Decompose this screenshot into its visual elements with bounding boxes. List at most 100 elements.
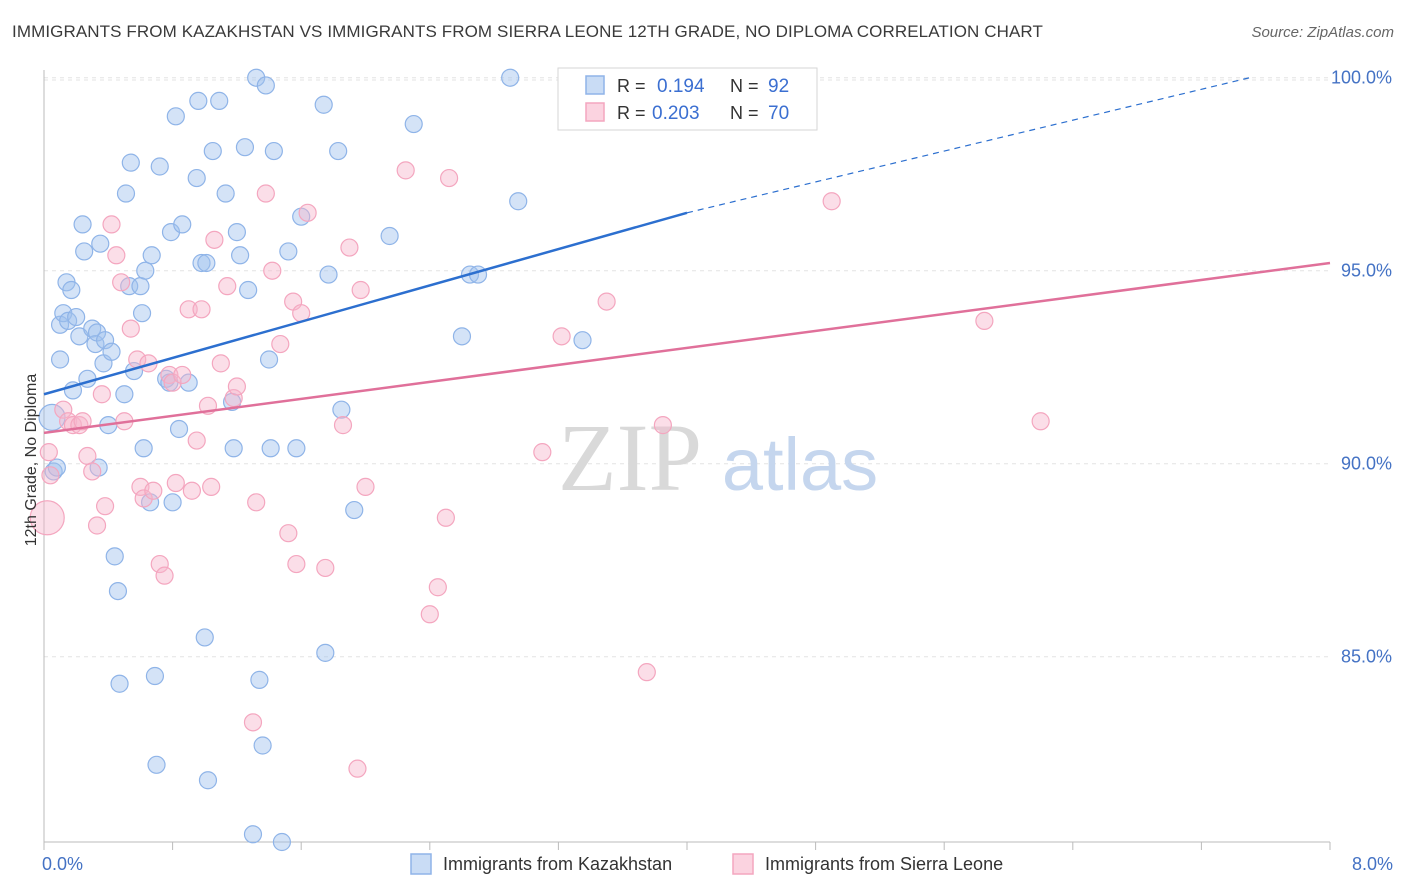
point-sierra-leone-0	[29, 500, 65, 536]
point-sierra-leone-8	[78, 446, 97, 466]
point-kazakhstan-66	[250, 670, 269, 689]
data-points	[29, 68, 1050, 852]
point-kazakhstan-38	[145, 666, 165, 686]
point-sierra-leone-28	[173, 365, 192, 385]
point-kazakhstan-56	[210, 91, 229, 110]
point-kazakhstan-74	[287, 439, 306, 458]
point-sierra-leone-55	[356, 477, 375, 496]
bottom-legend: Immigrants from Kazakhstan Immigrants fr…	[410, 853, 1003, 875]
point-sierra-leone-52	[340, 238, 359, 257]
point-kazakhstan-52	[195, 628, 214, 647]
point-sierra-leone-22	[144, 481, 163, 500]
point-sierra-leone-31	[187, 431, 206, 450]
point-sierra-leone-47	[287, 554, 306, 574]
legend-r-label-1: R =	[617, 76, 646, 96]
point-sierra-leone-29	[179, 300, 198, 319]
point-kazakhstan-68	[256, 76, 275, 95]
point-kazakhstan-8	[62, 280, 81, 300]
point-kazakhstan-88	[509, 192, 528, 211]
x-tick-label-0: 0.0%	[42, 854, 83, 874]
point-kazakhstan-61	[231, 246, 250, 265]
trend-line-sierra-leone	[43, 261, 1331, 435]
point-sierra-leone-54	[351, 280, 370, 300]
point-kazakhstan-78	[319, 265, 338, 284]
point-kazakhstan-10	[67, 307, 86, 327]
point-kazakhstan-79	[329, 141, 348, 161]
point-kazakhstan-55	[203, 141, 222, 161]
point-kazakhstan-12	[73, 215, 92, 234]
point-kazakhstan-40	[150, 157, 169, 176]
point-sierra-leone-17	[121, 319, 140, 338]
watermark-atlas: atlas	[722, 423, 878, 506]
x-tick-label-1: 8.0%	[1352, 854, 1393, 874]
point-sierra-leone-65	[637, 663, 656, 682]
point-sierra-leone-59	[436, 508, 455, 527]
point-sierra-leone-39	[227, 377, 246, 396]
point-kazakhstan-51	[192, 253, 211, 273]
point-kazakhstan-47	[173, 215, 192, 234]
point-kazakhstan-65	[247, 68, 266, 87]
point-sierra-leone-14	[107, 246, 126, 265]
trend-line-kazakhstan-extension	[686, 77, 1250, 214]
point-sierra-leone-27	[166, 473, 185, 493]
point-kazakhstan-49	[187, 168, 206, 188]
axes	[43, 70, 1331, 850]
y-tick-label-2: 90.0%	[1341, 454, 1392, 474]
point-kazakhstan-23	[102, 342, 121, 361]
y-axis-title: 12th Grade, No Diploma	[23, 374, 40, 547]
point-sierra-leone-64	[597, 292, 616, 311]
legend-n-value-1: 92	[768, 76, 789, 97]
point-kazakhstan-44	[163, 493, 182, 512]
point-kazakhstan-13	[75, 242, 94, 261]
legend-r-label-2: R =	[617, 103, 646, 123]
point-sierra-leone-13	[102, 215, 121, 234]
point-kazakhstan-19	[91, 234, 110, 253]
point-sierra-leone-56	[396, 161, 415, 180]
point-kazakhstan-27	[115, 385, 134, 404]
point-sierra-leone-15	[112, 273, 131, 292]
point-kazakhstan-50	[189, 91, 208, 110]
legend-swatch-sierra-leone	[585, 102, 605, 122]
point-kazakhstan-37	[142, 246, 161, 265]
point-sierra-leone-30	[182, 481, 201, 500]
point-kazakhstan-33	[132, 304, 152, 323]
bottom-legend-swatch-kazakhstan	[410, 853, 432, 875]
legend-r-value-2: 0.203	[652, 103, 700, 124]
legend-n-label-2: N =	[730, 103, 759, 123]
point-sierra-leone-23	[150, 554, 169, 574]
point-kazakhstan-87	[501, 68, 520, 87]
point-kazakhstan-77	[316, 643, 335, 662]
legend-swatch-kazakhstan	[585, 75, 605, 95]
point-kazakhstan-39	[147, 755, 166, 774]
x-tick-labels: 0.0% 8.0%	[42, 854, 1393, 874]
watermark: ZIP atlas	[558, 404, 878, 511]
bottom-legend-swatch-sierra-leone	[732, 853, 754, 875]
y-tick-label-0: 100.0%	[1331, 68, 1392, 88]
chart-title: IMMIGRANTS FROM KAZAKHSTAN VS IMMIGRANTS…	[12, 22, 1043, 41]
point-sierra-leone-60	[439, 168, 459, 188]
point-sierra-leone-43	[263, 261, 282, 280]
point-kazakhstan-83	[404, 114, 423, 134]
point-sierra-leone-3	[54, 400, 73, 419]
point-sierra-leone-37	[218, 277, 237, 296]
point-kazakhstan-28	[116, 184, 136, 203]
point-sierra-leone-68	[822, 192, 841, 211]
point-kazakhstan-3	[50, 350, 70, 369]
y-tick-label-3: 85.0%	[1341, 647, 1392, 667]
point-kazakhstan-71	[264, 141, 283, 161]
bottom-legend-sierra-leone: Immigrants from Sierra Leone	[765, 854, 1003, 874]
point-sierra-leone-7	[73, 412, 92, 431]
point-sierra-leone-45	[279, 524, 298, 543]
y-tick-labels: 100.0% 95.0% 90.0% 85.0%	[1331, 68, 1392, 667]
point-kazakhstan-35	[136, 261, 155, 280]
point-kazakhstan-16	[86, 334, 105, 354]
point-kazakhstan-21	[95, 331, 115, 350]
point-sierra-leone-66	[653, 416, 672, 435]
point-sierra-leone-42	[256, 184, 275, 203]
legend-n-value-2: 70	[768, 103, 789, 124]
point-kazakhstan-34	[134, 439, 153, 458]
point-sierra-leone-26	[163, 373, 182, 392]
point-kazakhstan-80	[332, 400, 351, 419]
point-kazakhstan-73	[279, 242, 298, 261]
